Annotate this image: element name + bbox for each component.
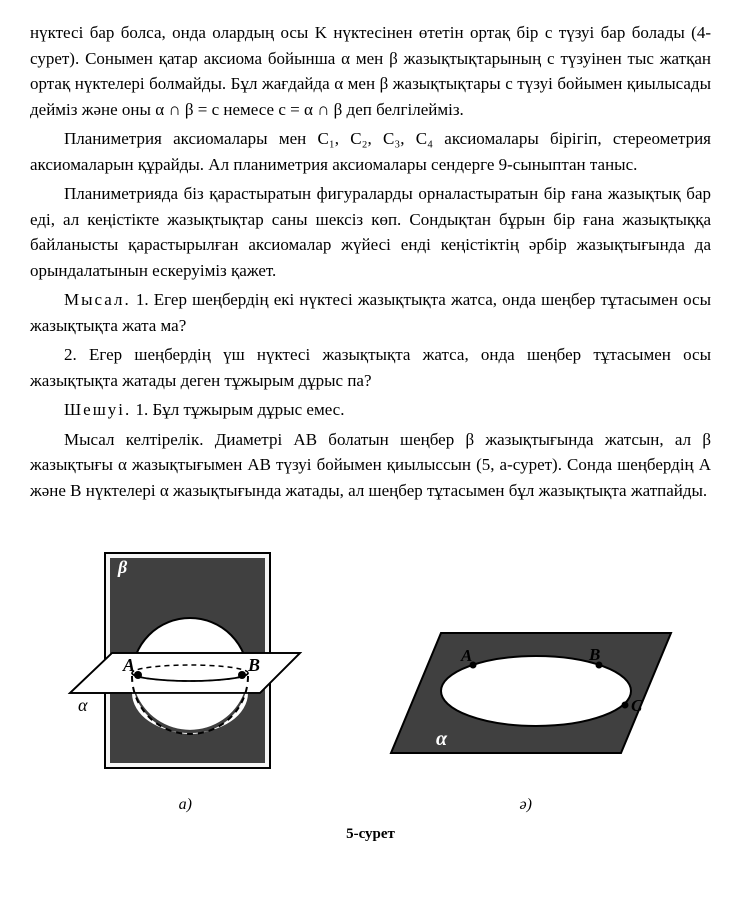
paragraph-7: Мысал келтірелік. Диаметрі AB болатын ше… xyxy=(30,427,711,504)
figure-5b-caption: ә) xyxy=(371,793,681,817)
figure-5-main-caption: 5-сурет xyxy=(30,823,711,846)
label-beta: β xyxy=(117,557,128,577)
paragraph-2: Планиметрия аксиомалары мен C₁, C₂, C₃, … xyxy=(30,126,711,177)
solution-1-text: 1. Бұл тұжырым дұрыс емес. xyxy=(131,400,344,419)
label-A-b: A xyxy=(460,646,472,665)
figure-5b-svg: A B C α xyxy=(371,603,681,783)
example-label: Мысал. xyxy=(64,290,131,309)
figure-5a-block: β A B α а) xyxy=(60,533,310,817)
label-A-a: A xyxy=(122,655,135,675)
label-alpha-b: α xyxy=(436,728,448,750)
figure-5b-block: A B C α ә) xyxy=(371,603,681,817)
figure-5a-caption: а) xyxy=(60,793,310,817)
label-B-a: B xyxy=(247,655,260,675)
paragraph-4: Мысал. 1. Егер шеңбердің екі нүктесі жаз… xyxy=(30,287,711,338)
label-B-b: B xyxy=(588,645,600,664)
paragraph-3: Планиметрияда біз қарастыратын фигуралар… xyxy=(30,181,711,283)
label-alpha-a: α xyxy=(78,695,88,715)
paragraph-1: нүктесі бар болса, онда олардың осы K нү… xyxy=(30,20,711,122)
figure-5a-svg: β A B α xyxy=(60,533,310,783)
paragraph-6: Шешуі. 1. Бұл тұжырым дұрыс емес. xyxy=(30,397,711,423)
example-1-text: 1. Егер шеңбердің екі нүктесі жазықтықта… xyxy=(30,290,711,335)
solution-label: Шешуі. xyxy=(64,400,131,419)
paragraph-5: 2. Егер шеңбердің үш нүктесі жазықтықта … xyxy=(30,342,711,393)
label-C-b: C xyxy=(631,696,643,715)
figure-5: β A B α а) A B C α ә) xyxy=(30,533,711,817)
